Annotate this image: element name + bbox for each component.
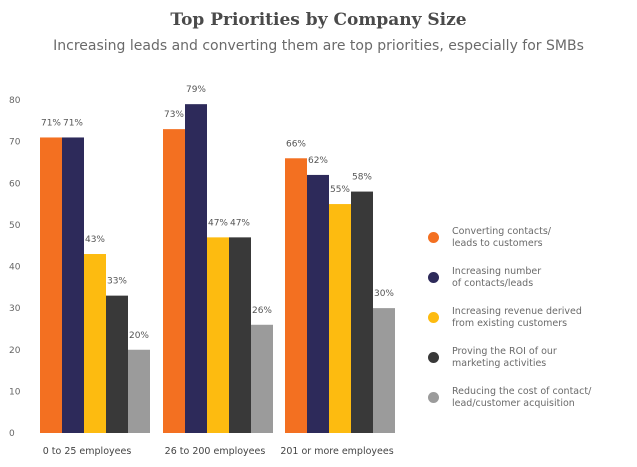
legend-label: Proving the ROI of our marketing activiti… <box>452 346 612 370</box>
legend-item: Proving the ROI of our marketing activiti… <box>428 346 628 386</box>
y-tick-label: 10 <box>9 387 21 397</box>
legend-swatch <box>428 272 439 283</box>
data-label: 26% <box>252 306 272 316</box>
data-label: 71% <box>41 118 61 128</box>
y-tick-label: 50 <box>9 221 21 231</box>
category-label: 0 to 25 employees <box>43 446 132 457</box>
data-label: 47% <box>230 218 250 228</box>
data-label: 73% <box>164 110 184 120</box>
legend-label-line: Converting contacts/ <box>452 226 551 237</box>
legend-label-line: Increasing revenue derived <box>452 306 582 317</box>
bar <box>285 158 307 433</box>
legend-swatch <box>428 312 439 323</box>
legend-label: Increasing number of contacts/leads <box>452 266 612 290</box>
data-label: 47% <box>208 218 228 228</box>
data-label: 30% <box>374 289 394 299</box>
data-label: 55% <box>330 185 350 195</box>
legend-label: Converting contacts/leads to customers <box>452 226 612 250</box>
legend-item: Increasing revenue derived from existing … <box>428 306 628 346</box>
y-tick-label: 70 <box>9 138 21 148</box>
legend-swatch <box>428 232 439 243</box>
bar <box>229 237 251 433</box>
bar <box>251 324 273 433</box>
data-label: 43% <box>85 235 105 245</box>
bar <box>329 204 351 433</box>
y-tick-label: 20 <box>9 346 21 356</box>
legend-label-line: marketing activities <box>452 358 547 369</box>
chart-legend: Converting contacts/leads to customers In… <box>428 226 628 426</box>
data-label: 71% <box>63 118 83 128</box>
bar <box>185 104 207 433</box>
data-label: 66% <box>286 139 306 149</box>
legend-label: Increasing revenue derived from existing … <box>452 306 612 330</box>
bar <box>84 254 106 433</box>
legend-swatch <box>428 352 439 363</box>
legend-label-line: from existing customers <box>452 318 568 329</box>
category-label: 201 or more employees <box>280 446 393 457</box>
data-label: 33% <box>107 277 127 287</box>
legend-label-line: Proving the ROI of our <box>452 346 557 357</box>
legend-label: Reducing the cost of contact/lead/custom… <box>452 386 612 410</box>
data-label: 58% <box>352 173 372 183</box>
bar <box>106 295 128 433</box>
category-label: 26 to 200 employees <box>165 446 266 457</box>
legend-label-line: Increasing number <box>452 266 542 277</box>
legend-swatch <box>428 392 439 403</box>
legend-label-line: Reducing the cost of contact/ <box>452 386 592 397</box>
bar <box>128 349 150 433</box>
y-tick-label: 80 <box>9 96 21 106</box>
data-label: 79% <box>186 85 206 95</box>
chart-title: Top Priorities by Company Size <box>170 10 467 30</box>
bar <box>307 174 329 434</box>
y-tick-label: 0 <box>9 429 15 439</box>
y-tick-label: 30 <box>9 304 21 314</box>
data-label: 20% <box>129 331 149 341</box>
legend-label-line: lead/customer acquisition <box>452 398 575 409</box>
y-tick-label: 40 <box>9 263 21 273</box>
bar <box>62 137 84 433</box>
legend-label-line: leads to customers <box>452 238 543 249</box>
chart-subtitle: Increasing leads and converting them are… <box>53 38 584 54</box>
bar <box>40 137 62 433</box>
bar <box>163 129 185 433</box>
y-tick-label: 60 <box>9 179 21 189</box>
legend-item: Reducing the cost of contact/lead/custom… <box>428 386 628 426</box>
legend-item: Increasing number of contacts/leads <box>428 266 628 306</box>
data-label: 62% <box>308 156 328 166</box>
bar <box>351 191 373 433</box>
legend-item: Converting contacts/leads to customers <box>428 226 628 266</box>
legend-label-line: of contacts/leads <box>452 278 534 289</box>
bar <box>373 308 395 433</box>
bar <box>207 237 229 433</box>
